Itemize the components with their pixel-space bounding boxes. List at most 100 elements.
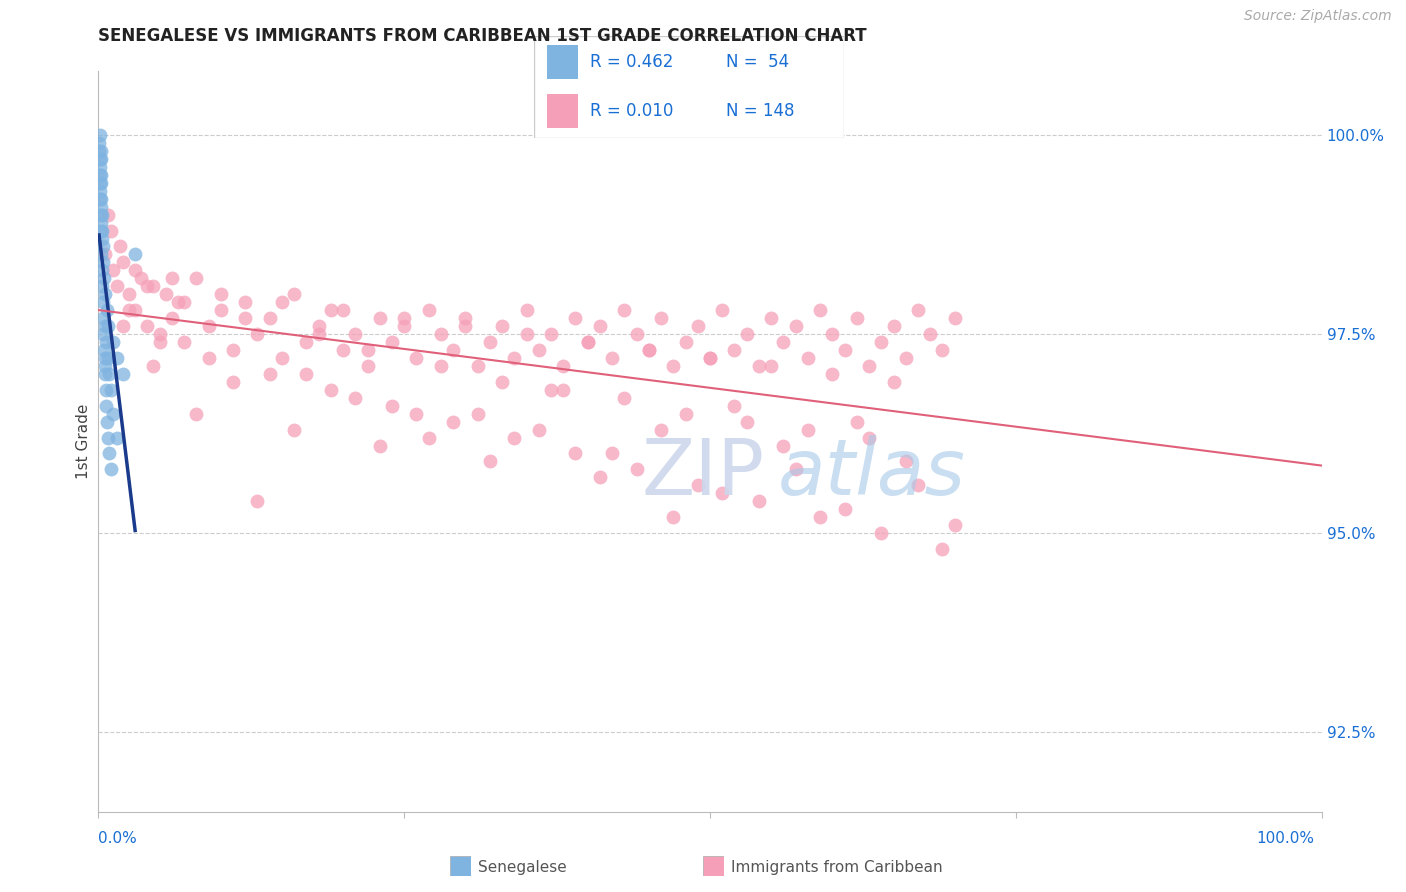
Point xyxy=(527,423,550,437)
Point xyxy=(93,351,115,365)
Point xyxy=(711,303,734,318)
Point xyxy=(101,263,124,277)
Point xyxy=(186,407,208,421)
Point xyxy=(186,271,208,285)
Point xyxy=(711,486,734,500)
Point xyxy=(197,351,219,365)
Point xyxy=(90,200,112,214)
Point xyxy=(503,351,526,365)
Text: Immigrants from Caribbean: Immigrants from Caribbean xyxy=(731,861,943,875)
Point xyxy=(761,359,783,373)
Point xyxy=(503,431,526,445)
Point xyxy=(613,391,636,405)
Point xyxy=(478,454,501,468)
Point xyxy=(90,247,112,261)
Point xyxy=(97,351,120,365)
Point xyxy=(90,192,112,206)
Point xyxy=(907,303,929,318)
Point xyxy=(441,415,464,429)
Point xyxy=(576,334,599,349)
Point xyxy=(91,295,114,310)
Point xyxy=(90,144,112,158)
Point xyxy=(356,343,378,357)
Point xyxy=(491,319,513,334)
Point xyxy=(392,319,416,334)
Point xyxy=(894,351,917,365)
Point xyxy=(870,526,893,541)
Bar xyxy=(547,95,578,128)
Point xyxy=(94,383,117,397)
Point xyxy=(613,303,636,318)
Point xyxy=(136,319,159,334)
Point xyxy=(105,431,128,445)
Point xyxy=(222,375,245,389)
Point xyxy=(118,303,141,318)
Point xyxy=(723,399,745,413)
Point xyxy=(94,367,117,381)
Point xyxy=(94,319,117,334)
Point xyxy=(772,438,794,452)
Point xyxy=(149,327,172,342)
Point xyxy=(662,359,685,373)
Point xyxy=(270,351,294,365)
Point xyxy=(89,152,111,166)
Point xyxy=(111,319,134,334)
Point xyxy=(90,168,112,182)
Bar xyxy=(547,45,578,78)
Point xyxy=(142,279,165,293)
Point xyxy=(100,223,122,237)
Point xyxy=(662,510,685,524)
Point xyxy=(430,359,453,373)
Point xyxy=(129,271,152,285)
Point xyxy=(344,327,367,342)
Point xyxy=(626,327,648,342)
Point xyxy=(626,462,648,476)
Point xyxy=(197,319,219,334)
Point xyxy=(111,367,134,381)
Point xyxy=(98,446,121,460)
Point xyxy=(356,359,378,373)
Point xyxy=(100,462,122,476)
Point xyxy=(821,367,844,381)
Point xyxy=(167,295,190,310)
Point xyxy=(100,383,122,397)
Point xyxy=(96,415,118,429)
Point xyxy=(319,383,342,397)
Point xyxy=(124,247,146,261)
Point xyxy=(650,311,672,326)
Point xyxy=(516,327,538,342)
Point xyxy=(101,407,124,421)
Point xyxy=(91,279,114,293)
Point xyxy=(90,208,112,222)
Point xyxy=(91,311,114,326)
Point xyxy=(308,319,330,334)
Point xyxy=(93,287,115,301)
Text: Source: ZipAtlas.com: Source: ZipAtlas.com xyxy=(1244,9,1392,23)
Point xyxy=(91,223,114,237)
Point xyxy=(87,136,110,150)
Point xyxy=(808,510,831,524)
Point xyxy=(90,223,112,237)
Point xyxy=(283,423,305,437)
Point xyxy=(93,271,115,285)
Point xyxy=(392,311,416,326)
Point xyxy=(93,343,115,357)
Point xyxy=(246,327,269,342)
Point xyxy=(90,208,112,222)
Point xyxy=(319,303,342,318)
Point xyxy=(155,287,177,301)
Point xyxy=(564,311,586,326)
Point xyxy=(441,343,464,357)
Point xyxy=(118,287,141,301)
Point xyxy=(259,367,281,381)
Point xyxy=(295,334,318,349)
Point xyxy=(637,343,661,357)
Point xyxy=(675,407,697,421)
Point xyxy=(89,144,111,158)
Point xyxy=(675,334,697,349)
Point xyxy=(491,375,513,389)
Point xyxy=(332,303,354,318)
Point xyxy=(600,446,623,460)
Point xyxy=(858,359,880,373)
Point xyxy=(160,271,183,285)
